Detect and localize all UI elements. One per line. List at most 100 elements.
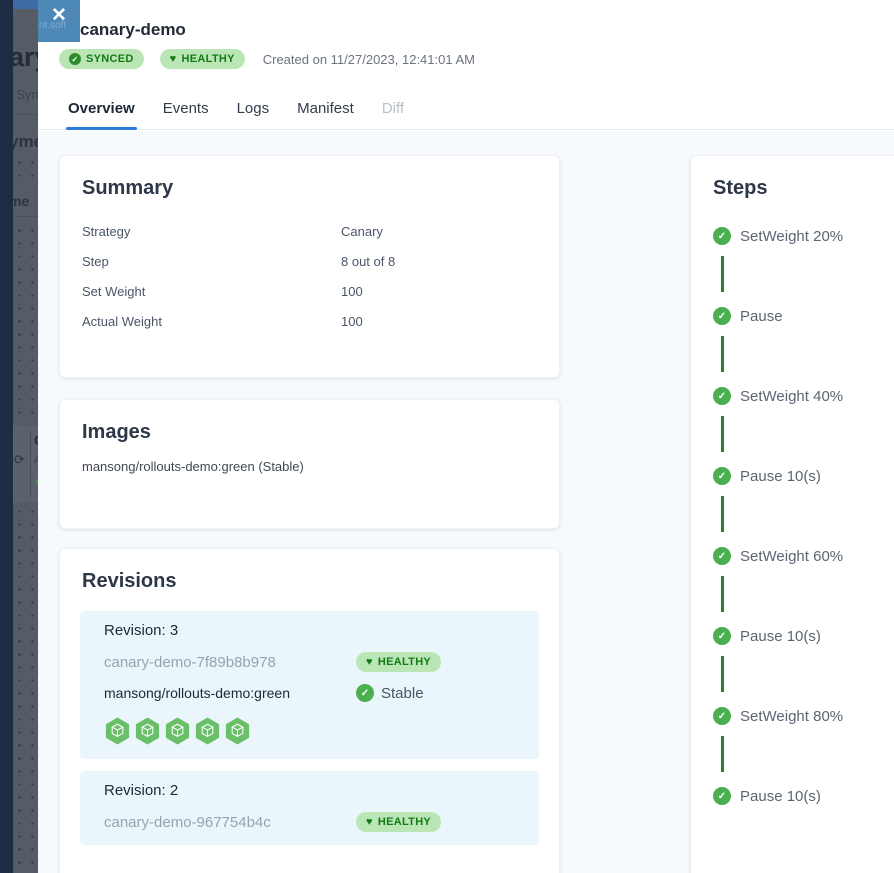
revision-name: Revision: 2 (104, 782, 179, 799)
step-label: SetWeight 20% (740, 227, 844, 245)
tab-manifest[interactable]: Manifest (297, 100, 354, 117)
pod-icon[interactable] (104, 716, 131, 746)
check-icon: ✓ (713, 627, 731, 645)
step-item: ✓ SetWeight 80% (713, 707, 894, 787)
step-label: SetWeight 40% (740, 387, 844, 405)
heart-icon: ♥ (169, 52, 177, 65)
created-timestamp: Created on 11/27/2023, 12:41:01 AM (262, 51, 475, 67)
step-item: ✓ Pause 10(s) (713, 627, 894, 707)
status-badge-row: ✓ SYNCED ♥ HEALTHY Created on 11/27/2023… (59, 49, 475, 69)
step-label: SetWeight 80% (740, 707, 844, 725)
health-status-label: HEALTHY (377, 656, 432, 668)
step-connector (721, 256, 724, 292)
tab-diff[interactable]: Diff (381, 100, 405, 117)
step-connector (721, 496, 724, 532)
revision-replicaset-row: canary-demo-7f89b8b978 ♥ HEALTHY (104, 652, 515, 672)
summary-value: 100 (341, 283, 363, 299)
background-card-divider (30, 430, 31, 498)
step-item: ✓ SetWeight 40% (713, 387, 894, 467)
background-sync-fragment: t Sync (13, 87, 38, 102)
background-column-header-fragment: me (13, 193, 30, 209)
step-connector (721, 416, 724, 452)
step-connector (721, 336, 724, 372)
close-button[interactable]: nt.soft ✕ (38, 0, 80, 42)
summary-row-step: Step 8 out of 8 (82, 246, 537, 276)
summary-value: Canary (341, 223, 383, 239)
background-heading-fragment: ary- (13, 42, 38, 72)
background-node-card-fragment: ⟳ Ca Ap (13, 426, 38, 502)
images-title: Images (82, 421, 151, 443)
background-dot-grid (13, 224, 38, 424)
pod-icon[interactable] (164, 716, 191, 746)
background-sync-icon: ⟳ (14, 452, 25, 467)
check-icon: ✓ (713, 467, 731, 485)
check-icon: ✓ (713, 547, 731, 565)
tab-events[interactable]: Events (162, 100, 209, 117)
pod-list (104, 716, 515, 746)
step-label: Pause 10(s) (740, 467, 821, 485)
revision-image-row: mansong/rollouts-demo:green ✓ Stable (104, 684, 515, 702)
check-icon: ✓ (713, 707, 731, 725)
summary-row-set-weight: Set Weight 100 (82, 276, 537, 306)
steps-list: ✓ SetWeight 20% ✓ Pause ✓ SetWeight 40 (713, 227, 894, 867)
background-divider (13, 216, 38, 217)
replicaset-name: canary-demo-967754b4c (104, 813, 271, 831)
background-card-subtitle-fragment: Ap (34, 454, 38, 466)
summary-value: 100 (341, 313, 363, 329)
step-label: Pause (740, 307, 783, 325)
tab-overview[interactable]: Overview (66, 93, 137, 130)
health-status-badge: ♥ HEALTHY (356, 652, 442, 672)
close-icon: ✕ (51, 5, 67, 26)
images-card: Images mansong/rollouts-demo:green (Stab… (59, 399, 560, 529)
check-icon: ✓ (713, 227, 731, 245)
background-topbar (13, 0, 38, 9)
summary-title: Summary (82, 177, 174, 199)
overview-content[interactable]: Summary Strategy Canary Step 8 out of 8 … (38, 131, 894, 873)
heart-icon: ♥ (366, 815, 373, 828)
revisions-card: Revisions Revision: 3 canary-demo-7f89b8… (59, 548, 560, 873)
pod-icon[interactable] (194, 716, 221, 746)
background-divider (13, 114, 38, 115)
revision-item: Revision: 3 canary-demo-7f89b8b978 ♥ HEA… (80, 611, 539, 759)
step-label: SetWeight 60% (740, 547, 844, 565)
tab-logs[interactable]: Logs (236, 100, 270, 117)
summary-label: Step (82, 253, 109, 269)
check-icon: ✓ (713, 387, 731, 405)
sync-status-label: SYNCED (86, 53, 134, 65)
background-url-fragment: nt.soft (39, 20, 67, 31)
sync-status-badge: ✓ SYNCED (59, 49, 144, 69)
image-status: ✓ Stable (356, 684, 424, 702)
pod-icon[interactable] (134, 716, 161, 746)
pod-icon[interactable] (224, 716, 251, 746)
summary-label: Set Weight (82, 283, 146, 299)
health-status-label: HEALTHY (181, 53, 235, 65)
revision-name: Revision: 3 (104, 622, 179, 639)
step-label: Pause 10(s) (740, 787, 821, 805)
step-item: ✓ SetWeight 20% (713, 227, 894, 307)
revisions-title: Revisions (82, 570, 177, 592)
tab-bar: Overview Events Logs Manifest Diff (38, 93, 894, 130)
health-status-label: HEALTHY (377, 816, 432, 828)
step-item: ✓ SetWeight 60% (713, 547, 894, 627)
step-item: ✓ Pause 10(s) (713, 787, 894, 867)
summary-row-actual-weight: Actual Weight 100 (82, 306, 537, 336)
step-label: Pause 10(s) (740, 627, 821, 645)
check-icon: ✓ (69, 53, 81, 65)
background-card-title-fragment: Ca (34, 432, 38, 448)
background-dimmed-content: ary- t Sync yment me ⟳ Ca Ap (13, 0, 38, 873)
background-health-dot (36, 478, 38, 486)
background-app-sidebar (0, 0, 13, 873)
background-dot-grid (13, 156, 38, 186)
rollout-detail-panel: nt.soft ✕ canary-demo ✓ SYNCED ♥ HEALTHY… (38, 0, 894, 873)
health-status-badge: ♥ HEALTHY (356, 812, 442, 832)
check-icon: ✓ (713, 787, 731, 805)
step-connector (721, 736, 724, 772)
background-page-edge: ary- t Sync yment me ⟳ Ca Ap (0, 0, 38, 873)
steps-card: Steps ✓ SetWeight 20% ✓ Pause (690, 155, 894, 873)
heart-icon: ♥ (366, 655, 373, 668)
page-title: canary-demo (80, 20, 186, 39)
image-item: mansong/rollouts-demo:green (Stable) (82, 459, 304, 474)
step-item: ✓ Pause 10(s) (713, 467, 894, 547)
summary-card: Summary Strategy Canary Step 8 out of 8 … (59, 155, 560, 378)
revision-item: Revision: 2 canary-demo-967754b4c ♥ HEAL… (80, 771, 539, 845)
